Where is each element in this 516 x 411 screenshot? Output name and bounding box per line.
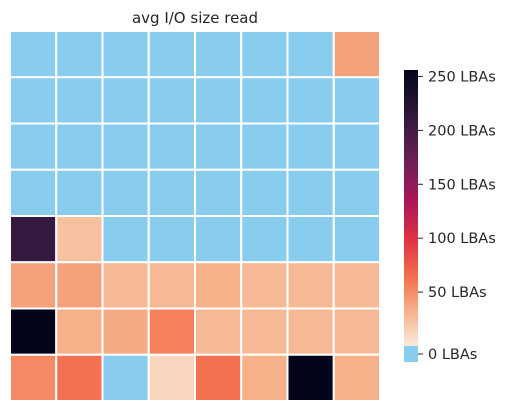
heatmap-cell — [55, 168, 104, 217]
heatmap-cell — [147, 261, 196, 310]
heatmap-cell — [147, 30, 196, 79]
heatmap-cell — [101, 307, 150, 356]
colorbar-tick-label: 200 LBAs — [428, 123, 496, 139]
heatmap-cell — [55, 261, 104, 310]
colorbar-tick-label: 100 LBAs — [428, 231, 496, 247]
heatmap-cell — [55, 215, 104, 264]
heatmap-cell — [9, 353, 58, 402]
heatmap-cell — [194, 30, 243, 79]
heatmap-cell — [9, 307, 58, 356]
chart-title: avg I/O size read — [132, 9, 258, 27]
heatmap-cell — [9, 215, 58, 264]
heatmap-cell — [240, 215, 289, 264]
heatmap-cell — [147, 168, 196, 217]
heatmap-cell — [194, 76, 243, 125]
colorbar-tick-label: 150 LBAs — [428, 177, 496, 193]
heatmap-cell — [240, 76, 289, 125]
heatmap-cell — [286, 353, 335, 402]
heatmap-cell — [9, 30, 58, 79]
heatmap-cell — [332, 30, 381, 79]
heatmap-cell — [240, 168, 289, 217]
heatmap-cell — [101, 122, 150, 171]
colorbar-ticks: 0 LBAs 50 LBAs 100 LBAs 150 LBAs 200 LBAs 250… — [418, 69, 496, 363]
heatmap-cell — [286, 307, 335, 356]
colorbar-zero-swatch — [404, 346, 418, 362]
heatmap-cell — [9, 168, 58, 217]
heatmap-cell — [147, 353, 196, 402]
colorbar: 0 LBAs 50 LBAs 100 LBAs 150 LBAs 200 LBAs 250… — [404, 69, 496, 363]
heatmap-cell — [101, 353, 150, 402]
heatmap-cell — [332, 307, 381, 356]
heatmap-cell — [55, 76, 104, 125]
heatmap-cell — [286, 122, 335, 171]
heatmap-cell — [55, 122, 104, 171]
heatmap-cell — [286, 30, 335, 79]
heatmap-cell — [240, 353, 289, 402]
heatmap-cell — [147, 76, 196, 125]
heatmap-cell — [332, 261, 381, 310]
heatmap-cell — [147, 215, 196, 264]
heatmap-cell — [332, 122, 381, 171]
heatmap-cell — [194, 168, 243, 217]
heatmap-cell — [55, 353, 104, 402]
heatmap-cell — [240, 261, 289, 310]
heatmap-cell — [240, 30, 289, 79]
heatmap-cell — [147, 307, 196, 356]
heatmap-cell — [240, 122, 289, 171]
heatmap-cell — [55, 30, 104, 79]
heatmap-cell — [101, 215, 150, 264]
heatmap-cell — [101, 30, 150, 79]
heatmap-cell — [286, 168, 335, 217]
heatmap-cell — [101, 168, 150, 217]
heatmap-cell — [286, 215, 335, 264]
heatmap-cell — [101, 76, 150, 125]
colorbar-tick-label: 0 LBAs — [428, 347, 477, 363]
heatmap-cell — [194, 261, 243, 310]
colorbar-tick-label: 50 LBAs — [428, 285, 487, 301]
heatmap-cell — [9, 261, 58, 310]
heatmap-cells — [9, 30, 381, 402]
colorbar-tick-label: 250 LBAs — [428, 69, 496, 85]
heatmap-cell — [332, 76, 381, 125]
heatmap-cell — [194, 122, 243, 171]
heatmap-cell — [9, 76, 58, 125]
heatmap-cell — [9, 122, 58, 171]
heatmap-cell — [286, 76, 335, 125]
heatmap-cell — [55, 307, 104, 356]
heatmap-cell — [332, 215, 381, 264]
heatmap-cell — [194, 307, 243, 356]
heatmap-cell — [147, 122, 196, 171]
colorbar-gradient — [404, 70, 418, 346]
heatmap-cell — [194, 353, 243, 402]
heatmap-cell — [101, 261, 150, 310]
heatmap-cell — [332, 353, 381, 402]
heatmap-cell — [286, 261, 335, 310]
heatmap-cell — [240, 307, 289, 356]
heatmap-cell — [194, 215, 243, 264]
heatmap-cell — [332, 168, 381, 217]
